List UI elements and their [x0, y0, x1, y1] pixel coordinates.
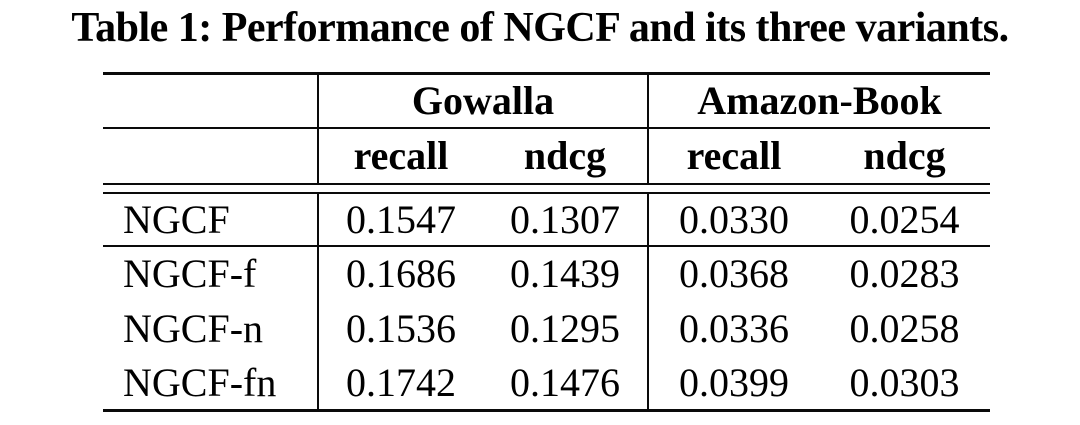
double-rule-spacer — [103, 183, 991, 194]
cell-amazon-recall: 0.0399 — [647, 355, 820, 411]
row-label: NGCF-f — [123, 251, 257, 296]
table-row-ngcf-f: NGCF-f 0.1686 0.1439 0.0368 0.0283 — [103, 245, 990, 301]
cell-gowalla-ndcg: 0.1476 — [510, 359, 620, 405]
corner-cell — [103, 73, 318, 129]
gowalla-ndcg-header: ndcg — [483, 127, 649, 185]
table-caption: Table 1: Performance of NGCF and its thr… — [71, 5, 1009, 51]
cell-amazon-recall: 0.0368 — [647, 245, 820, 301]
cell-amazon-ndcg: 0.0283 — [849, 251, 960, 296]
cell-gowalla-ndcg: 0.1439 — [510, 251, 620, 296]
cell-gowalla-recall: 0.1686 — [317, 245, 483, 301]
gowalla-recall-header: recall — [317, 127, 483, 185]
corner-cell-2 — [103, 127, 318, 185]
cell-gowalla-recall: 0.1536 — [317, 300, 483, 356]
performance-table: Gowalla Amazon-Book recall ndcg recall n… — [103, 72, 991, 412]
dataset-header-gowalla: Gowalla — [316, 73, 649, 129]
cell-gowalla-recall: 0.1742 — [317, 355, 483, 411]
row-label: NGCF — [103, 192, 318, 247]
double-rule-gap — [103, 183, 991, 194]
dataset-header-row: Gowalla Amazon-Book — [103, 73, 991, 129]
amazon-recall-header: recall — [647, 127, 820, 185]
metric-header-row: recall ndcg recall ndcg — [103, 127, 991, 185]
cell-amazon-recall: 0.0336 — [647, 300, 820, 356]
amazon-ndcg-header: ndcg — [819, 127, 991, 185]
cell-amazon-ndcg: 0.0258 — [849, 305, 960, 351]
cell-amazon-ndcg: 0.0303 — [849, 359, 960, 405]
table-row-ngcf: NGCF 0.1547 0.1307 0.0330 0.0254 — [103, 192, 991, 247]
cell-gowalla-recall: 0.1547 — [317, 192, 483, 247]
cell-gowalla-ndcg: 0.1307 — [483, 192, 649, 247]
row-label: NGCF-fn — [123, 359, 277, 405]
cell-gowalla-ndcg: 0.1295 — [510, 305, 620, 351]
row-label: NGCF-n — [123, 305, 264, 351]
dataset-header-amazon-book: Amazon-Book — [647, 73, 991, 129]
table-row-ngcf-fn: NGCF-fn 0.1742 0.1476 0.0399 0.0303 — [103, 355, 990, 411]
cell-amazon-recall: 0.0330 — [647, 192, 820, 247]
table-row-ngcf-n: NGCF-n 0.1536 0.1295 0.0336 0.0258 — [103, 300, 990, 356]
cell-amazon-ndcg: 0.0254 — [819, 192, 991, 247]
